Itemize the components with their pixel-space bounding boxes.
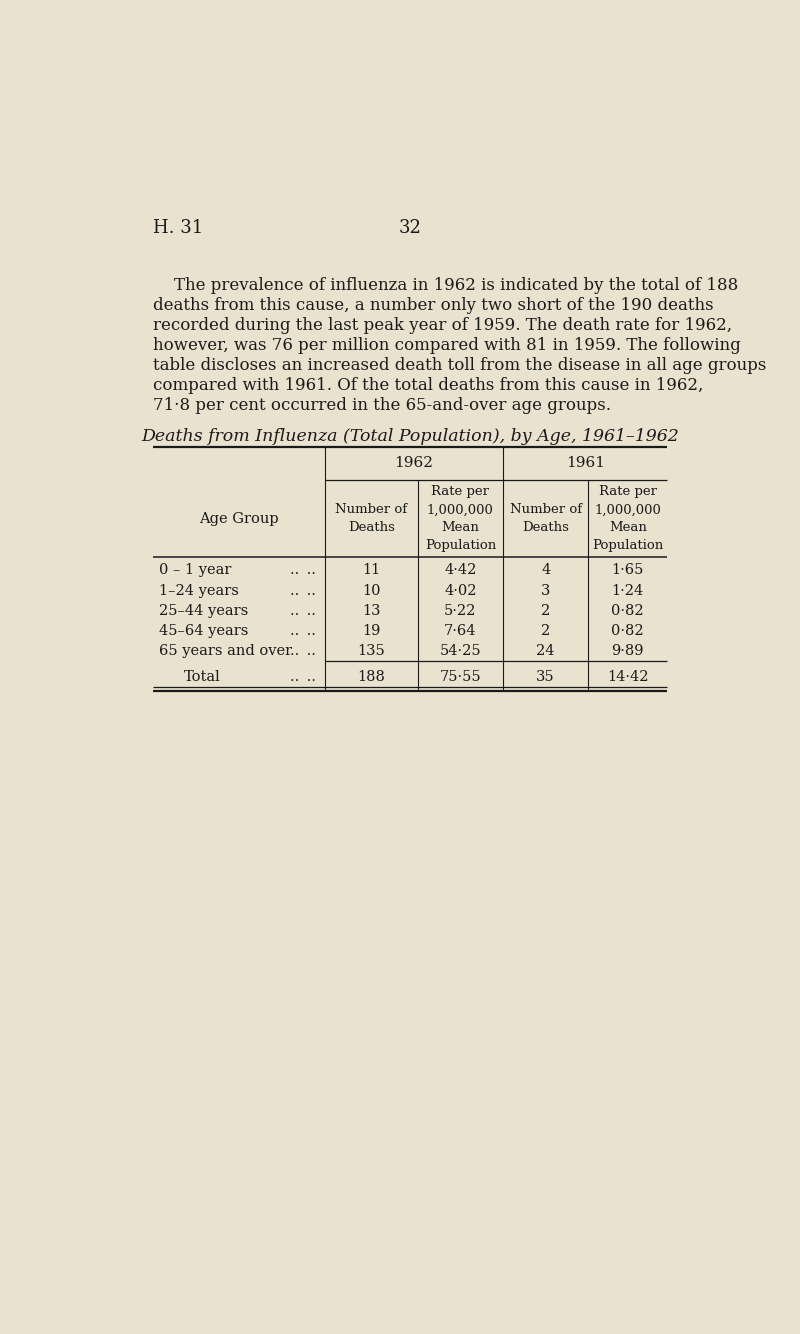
Text: .. ..: .. .. [290,623,315,638]
Text: 4: 4 [541,563,550,578]
Text: 32: 32 [398,219,422,237]
Text: 4·02: 4·02 [444,583,477,598]
Text: 135: 135 [358,643,385,658]
Text: Number of
Deaths: Number of Deaths [335,503,407,535]
Text: Rate per
1,000,000
Mean
Population: Rate per 1,000,000 Mean Population [592,486,663,552]
Text: Number of
Deaths: Number of Deaths [510,503,582,535]
Text: .. ..: .. .. [290,643,315,658]
Text: 1961: 1961 [566,456,605,471]
Text: 25–44 years: 25–44 years [159,603,248,618]
Text: 1·65: 1·65 [611,563,644,578]
Text: 10: 10 [362,583,381,598]
Text: 19: 19 [362,623,381,638]
Text: 0·82: 0·82 [611,623,644,638]
Text: 14·42: 14·42 [607,670,649,684]
Text: 24: 24 [536,643,555,658]
Text: table discloses an increased death toll from the disease in all age groups: table discloses an increased death toll … [153,358,766,375]
Text: .. ..: .. .. [290,670,315,684]
Text: compared with 1961. Of the total deaths from this cause in 1962,: compared with 1961. Of the total deaths … [153,378,703,395]
Text: 35: 35 [536,670,555,684]
Text: 1–24 years: 1–24 years [159,583,238,598]
Text: .. ..: .. .. [290,583,315,598]
Text: Age Group: Age Group [199,512,278,526]
Text: deaths from this cause, a number only two short of the 190 deaths: deaths from this cause, a number only tw… [153,297,714,313]
Text: .. ..: .. .. [290,563,315,578]
Text: The prevalence of influenza in 1962 is indicated by the total of 188: The prevalence of influenza in 1962 is i… [153,277,738,293]
Text: however, was 76 per million compared with 81 in 1959. The following: however, was 76 per million compared wit… [153,338,741,355]
Text: 11: 11 [362,563,380,578]
Text: 5·22: 5·22 [444,603,477,618]
Text: 188: 188 [358,670,385,684]
Text: 65 years and over: 65 years and over [159,643,292,658]
Text: 1·24: 1·24 [612,583,644,598]
Text: 7·64: 7·64 [444,623,477,638]
Text: 0 – 1 year: 0 – 1 year [159,563,231,578]
Text: 71·8 per cent occurred in the 65-and-over age groups.: 71·8 per cent occurred in the 65-and-ove… [153,398,610,415]
Text: 1962: 1962 [394,456,434,471]
Text: Deaths from Influenza (Total Population), by Age, 1961–1962: Deaths from Influenza (Total Population)… [141,428,679,446]
Text: Rate per
1,000,000
Mean
Population: Rate per 1,000,000 Mean Population [425,486,496,552]
Text: 3: 3 [541,583,550,598]
Text: 2: 2 [541,623,550,638]
Text: H. 31: H. 31 [153,219,203,237]
Text: recorded during the last peak year of 1959. The death rate for 1962,: recorded during the last peak year of 19… [153,317,732,334]
Text: 4·42: 4·42 [444,563,477,578]
Text: 9·89: 9·89 [611,643,644,658]
Text: 13: 13 [362,603,381,618]
Text: 54·25: 54·25 [439,643,481,658]
Text: 75·55: 75·55 [439,670,481,684]
Text: .. ..: .. .. [290,603,315,618]
Text: 2: 2 [541,603,550,618]
Text: 45–64 years: 45–64 years [159,623,248,638]
Text: 0·82: 0·82 [611,603,644,618]
Text: Total: Total [184,670,221,684]
